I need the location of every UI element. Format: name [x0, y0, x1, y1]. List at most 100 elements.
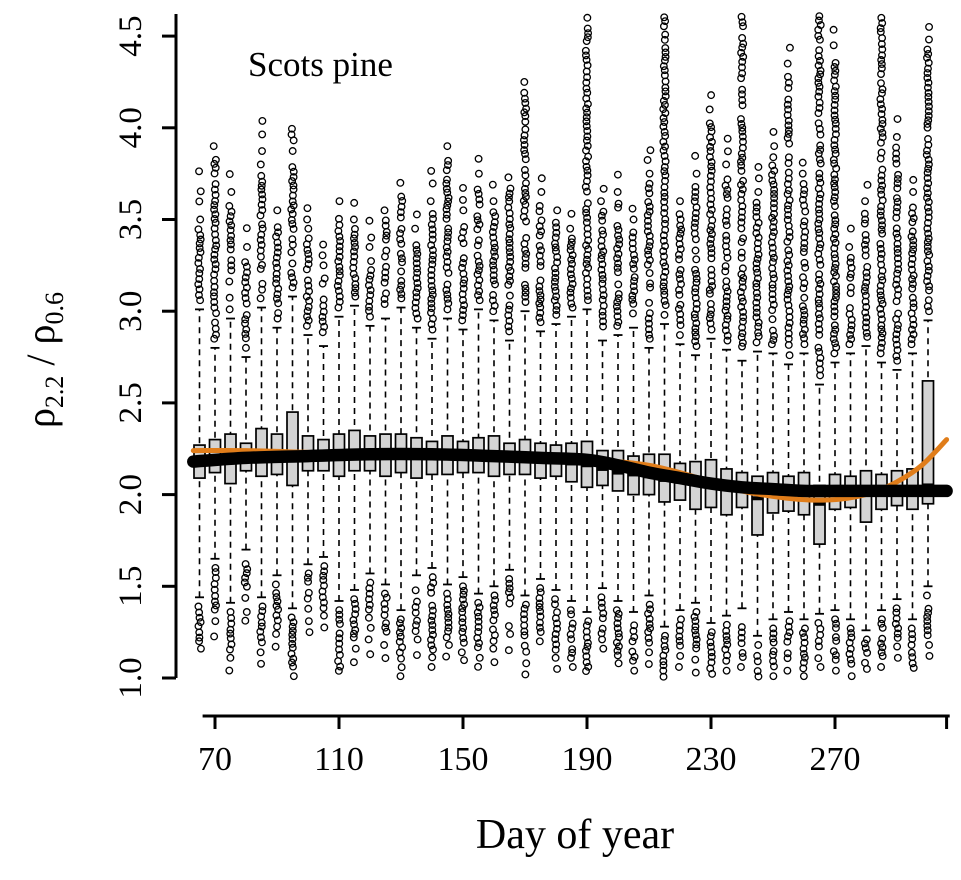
outlier-point [877, 333, 886, 342]
outlier-point [769, 336, 778, 344]
outlier-point [722, 636, 731, 645]
outlier-point [692, 644, 701, 653]
outlier-point [923, 123, 932, 132]
outlier-point [349, 258, 358, 266]
outlier-point [209, 142, 218, 151]
outlier-point [521, 98, 530, 107]
outlier-point [599, 317, 607, 326]
outlier-point [909, 214, 918, 223]
outlier-point [752, 203, 761, 212]
outlier-point [211, 180, 220, 189]
outlier-point [243, 565, 252, 574]
outlier-point [799, 190, 808, 199]
outlier-point [644, 634, 653, 642]
outlier-point [551, 218, 560, 227]
outlier-point [831, 325, 840, 334]
outlier-point [583, 108, 591, 117]
outlier-point [829, 197, 838, 205]
outlier-point [272, 294, 281, 303]
outlier-point [846, 253, 855, 262]
outlier-point [814, 276, 823, 284]
outlier-point [241, 294, 250, 303]
outlier-point [675, 234, 684, 242]
outlier-point [227, 266, 236, 275]
outlier-point [475, 296, 484, 305]
outlier-point [614, 225, 623, 234]
outlier-point [861, 197, 870, 206]
outlier-point [506, 184, 515, 193]
outlier-point [583, 230, 592, 239]
outlier-point [770, 332, 778, 340]
outlier-point [925, 251, 934, 259]
outlier-point [210, 201, 219, 210]
outlier-point [335, 606, 344, 615]
outlier-point [428, 573, 437, 582]
outlier-point [226, 226, 235, 235]
outlier-point [242, 608, 251, 616]
outlier-point [335, 629, 344, 638]
outlier-point [646, 279, 654, 288]
outlier-point [721, 216, 730, 225]
y-tick-label: 4.0 [113, 107, 149, 148]
outlier-point [241, 288, 250, 297]
outlier-point [691, 622, 700, 631]
outlier-point [241, 573, 250, 582]
outlier-point [614, 231, 622, 240]
outlier-point [661, 631, 669, 640]
outlier-point [769, 624, 778, 633]
outlier-point [908, 218, 917, 227]
outlier-point [599, 247, 608, 256]
outlier-point [754, 233, 763, 242]
outlier-point [845, 649, 854, 658]
outlier-point [892, 143, 901, 152]
outlier-point [846, 624, 855, 633]
outlier-point [737, 213, 746, 222]
outlier-point [583, 187, 591, 196]
outlier-point [800, 653, 809, 662]
outlier-point [349, 658, 358, 667]
outlier-point [691, 214, 700, 223]
outlier-point [674, 304, 683, 313]
outlier-point [738, 297, 747, 306]
outlier-point [692, 640, 701, 649]
outlier-point [800, 293, 809, 302]
outlier-point [721, 326, 730, 335]
outlier-point [196, 296, 205, 305]
outlier-point [738, 277, 747, 286]
outlier-point [444, 618, 453, 627]
outlier-point [630, 255, 639, 264]
outlier-point [551, 630, 560, 639]
outlier-point [397, 239, 406, 248]
outlier-point [645, 334, 654, 343]
outlier-point [257, 171, 266, 180]
outlier-point [505, 599, 514, 608]
outlier-point [739, 52, 748, 61]
outlier-point [350, 288, 359, 297]
outlier-point [660, 290, 669, 299]
outlier-point [831, 615, 840, 624]
boxplot [921, 22, 935, 660]
outlier-point [814, 637, 823, 645]
outlier-point [816, 260, 825, 269]
outlier-point [614, 659, 623, 668]
outlier-point [195, 275, 204, 284]
y-tick-label: 1.0 [113, 657, 149, 698]
outlier-point [398, 196, 407, 205]
outlier-point [210, 255, 219, 264]
outlier-point [831, 202, 839, 211]
outlier-point [225, 277, 234, 286]
outlier-point [335, 639, 344, 648]
outlier-point [522, 249, 531, 258]
outlier-point [458, 311, 467, 320]
outlier-point [707, 652, 716, 661]
outlier-point [536, 291, 545, 300]
outlier-point [692, 608, 701, 616]
outlier-point [490, 243, 499, 252]
outlier-point [877, 176, 886, 185]
outlier-point [225, 202, 234, 210]
outlier-point [645, 202, 654, 211]
outlier-point [737, 115, 745, 124]
outlier-point [863, 180, 872, 189]
outlier-point [815, 35, 824, 44]
outlier-point [504, 622, 513, 631]
